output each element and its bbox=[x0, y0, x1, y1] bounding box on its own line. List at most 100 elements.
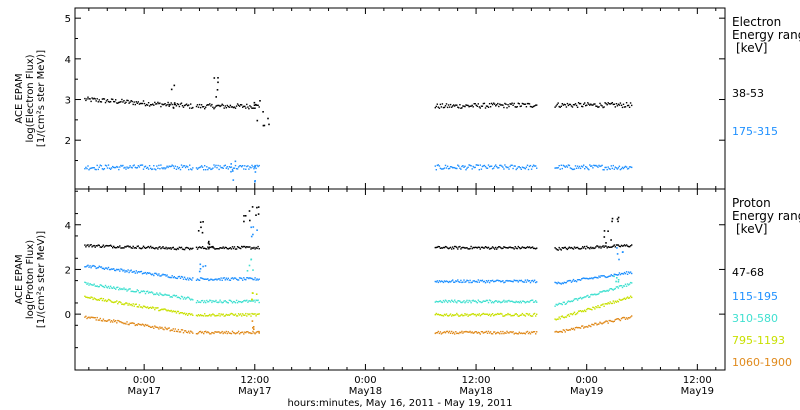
data-point bbox=[162, 104, 164, 106]
data-point bbox=[593, 164, 595, 166]
data-point bbox=[454, 281, 456, 283]
data-point bbox=[486, 299, 489, 302]
data-point bbox=[89, 98, 91, 100]
data-point bbox=[142, 100, 145, 102]
data-point bbox=[221, 166, 223, 169]
data-point bbox=[96, 285, 98, 287]
data-point bbox=[479, 164, 481, 166]
data-point bbox=[575, 326, 578, 329]
data-point bbox=[132, 165, 134, 167]
data-point bbox=[213, 332, 215, 335]
data-point bbox=[485, 167, 488, 169]
data-point bbox=[481, 313, 484, 315]
data-point bbox=[605, 276, 607, 279]
data-point bbox=[127, 323, 129, 326]
data-point bbox=[197, 246, 200, 249]
data-point bbox=[484, 300, 487, 302]
data-point bbox=[140, 247, 143, 250]
data-point bbox=[582, 325, 584, 327]
data-point bbox=[527, 168, 530, 171]
data-point bbox=[493, 247, 495, 249]
data-point bbox=[516, 167, 518, 170]
data-point bbox=[199, 301, 202, 304]
data-point bbox=[614, 166, 616, 168]
data-point bbox=[477, 164, 479, 166]
data-point bbox=[511, 102, 513, 104]
data-point bbox=[564, 331, 566, 333]
data-point bbox=[116, 246, 118, 249]
data-point bbox=[510, 315, 512, 317]
data-point bbox=[191, 298, 193, 300]
data-point bbox=[528, 313, 531, 315]
data-point bbox=[446, 301, 449, 304]
data-point bbox=[185, 331, 188, 333]
data-point bbox=[559, 106, 561, 108]
data-point bbox=[516, 333, 518, 335]
data-point bbox=[440, 314, 443, 317]
data-point bbox=[495, 333, 497, 335]
data-point bbox=[207, 246, 209, 248]
data-point bbox=[84, 97, 86, 100]
data-point bbox=[493, 302, 495, 304]
data-point bbox=[569, 279, 572, 282]
data-point bbox=[499, 246, 501, 248]
data-point bbox=[109, 268, 112, 271]
data-point bbox=[511, 331, 513, 334]
data-point bbox=[468, 248, 470, 250]
data-point bbox=[575, 246, 578, 249]
data-point bbox=[606, 276, 608, 278]
data-point bbox=[501, 301, 503, 303]
data-point bbox=[142, 168, 145, 170]
data-spike bbox=[243, 215, 245, 217]
data-point bbox=[208, 167, 210, 169]
data-point bbox=[443, 331, 446, 333]
data-point bbox=[587, 307, 589, 310]
data-point bbox=[146, 272, 149, 274]
data-point bbox=[596, 105, 598, 107]
data-point bbox=[254, 301, 256, 303]
data-point bbox=[474, 313, 476, 316]
data-point bbox=[577, 102, 580, 104]
data-point bbox=[176, 310, 179, 313]
data-spike bbox=[202, 221, 204, 223]
data-point bbox=[482, 165, 485, 167]
data-point bbox=[460, 168, 462, 170]
data-point bbox=[238, 314, 241, 316]
data-point bbox=[129, 288, 131, 290]
data-point bbox=[132, 322, 134, 324]
data-point bbox=[203, 301, 205, 304]
data-point bbox=[491, 168, 494, 170]
proton-ylabel-line: log(Proton Flux) bbox=[25, 240, 36, 319]
data-point bbox=[588, 168, 590, 171]
data-point bbox=[255, 331, 257, 334]
data-point bbox=[203, 332, 205, 335]
data-point bbox=[535, 104, 537, 106]
data-point bbox=[166, 274, 168, 276]
data-point bbox=[85, 246, 87, 248]
data-point bbox=[531, 315, 534, 317]
data-point bbox=[582, 310, 584, 312]
data-point bbox=[188, 168, 190, 171]
data-point bbox=[455, 280, 457, 282]
data-point bbox=[106, 287, 109, 289]
data-point bbox=[510, 331, 512, 333]
data-point bbox=[443, 167, 446, 169]
data-point bbox=[205, 106, 207, 108]
data-point bbox=[470, 281, 472, 284]
data-point bbox=[241, 301, 243, 304]
data-point bbox=[445, 167, 448, 169]
data-point bbox=[586, 166, 588, 169]
data-point bbox=[162, 246, 164, 248]
data-point bbox=[121, 303, 123, 305]
data-point bbox=[561, 282, 563, 284]
data-point bbox=[509, 331, 511, 333]
data-point bbox=[133, 247, 135, 249]
data-point bbox=[494, 300, 496, 303]
data-point bbox=[506, 166, 508, 169]
data-point bbox=[567, 313, 570, 316]
data-point bbox=[493, 331, 495, 333]
data-point bbox=[578, 279, 581, 281]
data-point bbox=[475, 164, 477, 166]
data-point bbox=[501, 165, 503, 167]
data-point bbox=[514, 106, 516, 108]
